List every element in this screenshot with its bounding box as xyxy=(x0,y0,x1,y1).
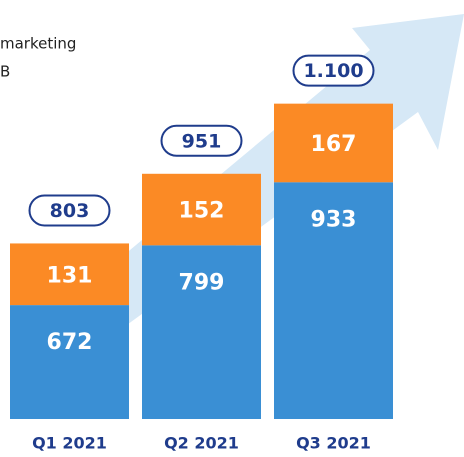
total-pill xyxy=(292,54,375,87)
x-tick-label: Q3 2021 xyxy=(296,434,371,453)
value-label: 672 xyxy=(47,330,93,355)
value-label: 131 xyxy=(47,263,93,288)
bar-segment xyxy=(142,245,261,419)
annotation: B xyxy=(0,63,10,81)
total-label: 803 xyxy=(50,200,90,222)
annotation: marketing xyxy=(0,35,76,53)
value-label: 167 xyxy=(311,132,357,157)
bar-segment xyxy=(10,243,129,306)
x-tick-label: Q2 2021 xyxy=(164,434,239,453)
total-pill xyxy=(160,124,243,157)
background-arrow xyxy=(70,14,464,330)
total-label: 951 xyxy=(182,130,222,152)
x-tick-label: Q1 2021 xyxy=(32,434,107,453)
total-pill xyxy=(28,194,111,227)
value-label: 152 xyxy=(179,199,225,224)
total-label: 1.100 xyxy=(303,60,363,82)
value-label: 933 xyxy=(311,207,357,232)
bar-segment xyxy=(274,103,393,183)
value-label: 799 xyxy=(179,270,225,295)
bar-segment xyxy=(274,182,393,419)
bar-segment xyxy=(10,305,129,419)
bar-segment xyxy=(142,173,261,246)
